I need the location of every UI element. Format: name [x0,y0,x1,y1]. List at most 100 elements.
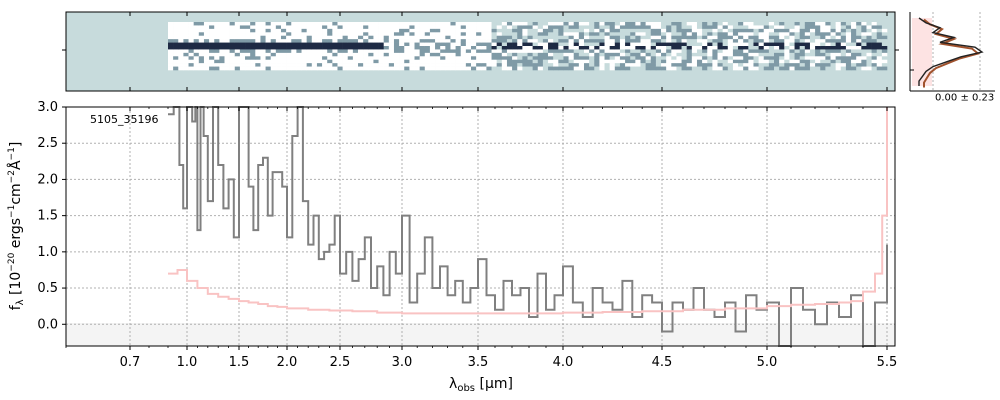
heatmap-cell [712,42,718,47]
heatmap-cell [209,66,215,71]
heatmap-cell [291,49,297,54]
heatmap-cell [625,52,631,57]
heatmap-cell [214,25,220,30]
heatmap-cell [768,42,775,47]
heatmap-cell [691,39,698,43]
heatmap-cell [722,22,729,26]
heatmap-cell [738,28,744,33]
heatmap-cell [506,35,513,40]
heatmap-cell [203,42,210,47]
heatmap-cell [691,56,698,61]
heatmap-cell [280,56,287,61]
heatmap-cell [856,28,862,33]
heatmap-cell [275,22,282,26]
heatmap-cell [522,42,528,47]
heatmap-cell [712,46,718,50]
heatmap-cell [358,35,364,40]
heatmap-cell [871,25,878,30]
heatmap-cell [876,56,883,61]
heatmap-cell [496,28,503,33]
heatmap-cell [373,39,379,43]
heatmap-cell [219,66,225,71]
heatmap-cell [347,46,354,50]
heatmap-cell [537,56,544,61]
heatmap-cell [347,66,354,71]
heatmap-cell [784,42,790,47]
heatmap-cell [661,66,667,71]
heatmap-cell [435,52,441,57]
heatmap-cell [219,42,225,47]
heatmap-cell [224,49,230,54]
heatmap-cell [250,25,256,30]
heatmap-cell [727,56,734,61]
heatmap-cell [537,46,544,50]
heatmap-cell [471,32,477,37]
heatmap-cell [173,59,179,64]
heatmap-cell [193,63,200,67]
heatmap-cell [758,52,765,57]
heatmap-cell [604,25,610,30]
heatmap-cell [173,63,179,67]
heatmap-cell [691,66,698,71]
heatmap-cell [866,46,872,50]
heatmap-cell [203,35,210,40]
heatmap-cell [245,63,251,67]
heatmap-cell [573,63,580,67]
heatmap-cell [599,39,605,43]
heatmap-cell [316,59,323,64]
heatmap-cell [774,39,780,43]
heatmap-cell [619,32,626,37]
heatmap-cell [311,66,318,71]
heatmap-cell [440,52,446,57]
heatmap-cell [568,66,575,71]
heatmap-cell [209,22,215,26]
heatmap-cell [851,56,857,61]
heatmap-cell [214,66,220,71]
heatmap-cell [358,32,364,37]
heatmap-cell [553,46,559,50]
heatmap-cell [239,35,246,40]
heatmap-cell [696,28,703,33]
heatmap-cell [316,22,323,26]
heatmap-cell [429,59,436,64]
heatmap-cell [316,32,323,37]
heatmap-cell [835,59,842,64]
heatmap-cell [830,46,836,50]
heatmap-cell [825,42,831,47]
heatmap-cell [327,28,333,33]
heatmap-cell [517,25,523,30]
heatmap-cell [522,35,528,40]
heatmap-cell [820,28,826,33]
heatmap-cell [753,22,759,26]
heatmap-cell [840,56,847,61]
heatmap-cell [666,49,672,54]
heatmap-cell [481,42,487,47]
heatmap-cell [388,59,395,64]
heatmap-cell [306,59,313,64]
heatmap-cell [234,49,241,54]
heatmap-cell [245,25,251,30]
heatmap-cell [640,46,646,50]
heatmap-cell [676,63,682,67]
heatmap-cell [347,56,354,61]
heatmap-cell [363,59,369,64]
heatmap-cell [404,28,410,33]
heatmap-cell [671,28,677,33]
heatmap-cell [363,25,369,30]
heatmap-cell [707,32,713,37]
heatmap-cell [291,46,297,50]
heatmap-cell [635,28,641,33]
heatmap-cell [758,63,765,67]
heatmap-cell [496,39,503,43]
heatmap-cell [270,25,277,30]
heatmap-cell [845,63,852,67]
heatmap-cell [383,32,390,37]
heatmap-cell [368,63,374,67]
heatmap-cell [743,42,749,47]
x-tick-label: 2.5 [330,355,351,370]
heatmap-cell [835,63,842,67]
heatmap-cell [229,49,236,54]
heatmap-cell [347,39,354,43]
heatmap-cell [738,25,744,30]
heatmap-cell [440,46,446,50]
